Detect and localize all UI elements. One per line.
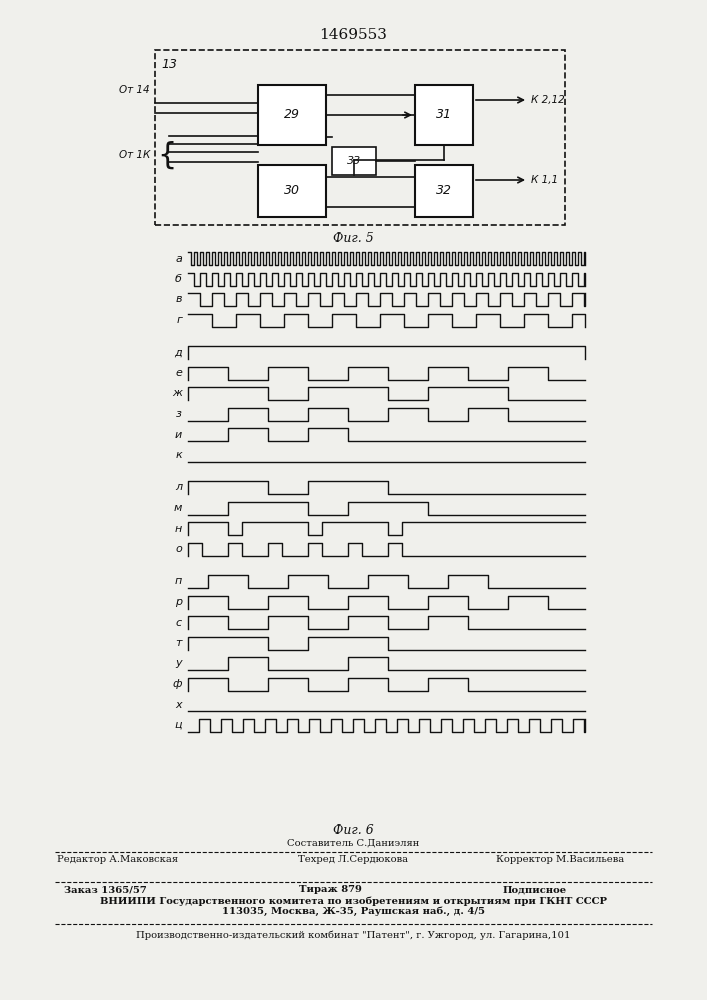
Text: 29: 29 <box>284 108 300 121</box>
FancyBboxPatch shape <box>258 85 326 145</box>
Text: Фиг. 6: Фиг. 6 <box>332 824 373 836</box>
Text: г: г <box>176 315 182 325</box>
FancyBboxPatch shape <box>415 85 473 145</box>
Text: {: { <box>157 140 176 169</box>
Text: Заказ 1365/57: Заказ 1365/57 <box>64 886 146 894</box>
Text: 13: 13 <box>161 58 177 71</box>
Text: в: в <box>175 294 182 304</box>
Text: б: б <box>175 274 182 284</box>
Text: ц: ц <box>175 720 182 730</box>
Text: Производственно-издательский комбинат "Патент", г. Ужгород, ул. Гагарина,101: Производственно-издательский комбинат "П… <box>136 930 571 940</box>
Text: Составитель С.Даниэлян: Составитель С.Даниэлян <box>287 838 419 848</box>
Text: От 14: От 14 <box>119 85 150 95</box>
Text: Техред Л.Сердюкова: Техред Л.Сердюкова <box>298 854 408 863</box>
Text: ф: ф <box>173 679 182 689</box>
Text: е: е <box>175 368 182 378</box>
Text: Корректор М.Васильева: Корректор М.Васильева <box>496 854 624 863</box>
Text: у: у <box>175 658 182 668</box>
Text: р: р <box>175 597 182 607</box>
Text: От 1К: От 1К <box>119 150 150 160</box>
Text: п: п <box>175 576 182 586</box>
Text: с: с <box>176 617 182 628</box>
Text: 30: 30 <box>284 184 300 198</box>
Text: з: з <box>176 409 182 419</box>
Text: ВНИИПИ Государственного комитета по изобретениям и открытиям при ГКНТ СССР: ВНИИПИ Государственного комитета по изоб… <box>100 896 607 906</box>
Text: Тираж 879: Тираж 879 <box>298 886 361 894</box>
Text: т: т <box>175 638 182 648</box>
Text: и: и <box>175 430 182 440</box>
FancyBboxPatch shape <box>332 147 376 175</box>
Text: К 2,12: К 2,12 <box>531 95 565 105</box>
Text: К 1,1: К 1,1 <box>531 175 558 185</box>
Text: о: о <box>175 544 182 554</box>
Text: 33: 33 <box>347 156 361 166</box>
Text: 31: 31 <box>436 108 452 121</box>
Text: к: к <box>175 450 182 460</box>
Text: 1469553: 1469553 <box>319 28 387 42</box>
Text: Редактор А.Маковская: Редактор А.Маковская <box>57 854 179 863</box>
Text: Фиг. 5: Фиг. 5 <box>332 232 373 244</box>
Text: л: л <box>175 483 182 492</box>
Text: 113035, Москва, Ж-35, Раушская наб., д. 4/5: 113035, Москва, Ж-35, Раушская наб., д. … <box>221 906 484 916</box>
Text: Подписное: Подписное <box>503 886 567 894</box>
Text: а: а <box>175 253 182 263</box>
FancyBboxPatch shape <box>258 165 326 217</box>
Text: н: н <box>175 524 182 534</box>
Text: м: м <box>174 503 182 513</box>
Text: 32: 32 <box>436 184 452 198</box>
Text: д: д <box>174 348 182 358</box>
Text: ж: ж <box>172 388 182 398</box>
Text: х: х <box>175 700 182 710</box>
FancyBboxPatch shape <box>415 165 473 217</box>
